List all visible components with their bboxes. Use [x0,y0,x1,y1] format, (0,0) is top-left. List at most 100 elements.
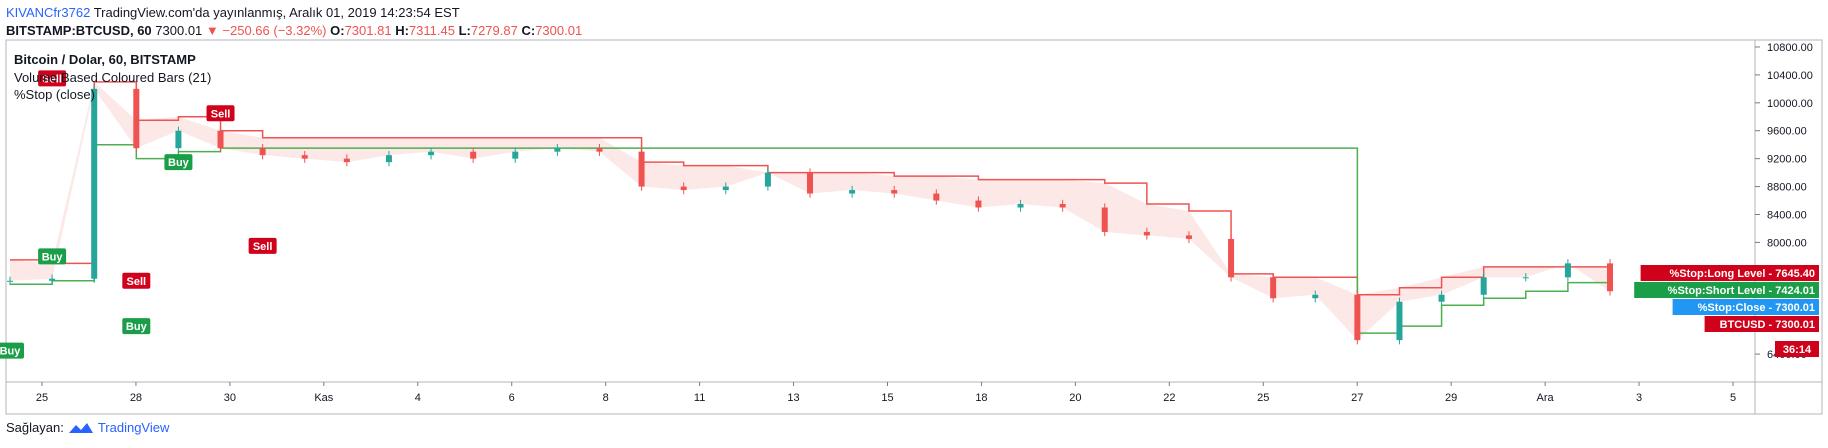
candle-body [1228,238,1235,278]
buy-signal: Buy [0,342,24,359]
candle-body [554,148,561,152]
tradingview-link[interactable]: TradingView [97,420,170,435]
candle-body [807,172,813,194]
last-price: 7300.01 [155,23,203,38]
author-link[interactable]: KIVANCfr3762 [6,5,91,20]
price-change: −250.66 (−3.32%) [222,23,327,38]
candle-body [1101,207,1108,232]
footer-label: Sağlayan: [6,420,64,435]
price-label: %Stop:Long Level - 7645.40 [1640,265,1819,281]
price-label: BTCUSD - 7300.01 [1704,316,1819,332]
buy-signal-box [122,318,151,335]
x-tick-label: 25 [1257,392,1269,404]
y-tick-label: 10800.00 [1767,42,1813,54]
price-label-box [1672,299,1819,315]
x-tick-label: 18 [975,392,987,404]
candle-body [1564,263,1571,278]
candle-body [175,130,182,149]
countdown-text: 36:14 [1783,344,1812,356]
candle-body [1354,294,1361,341]
candle-body [1270,277,1277,299]
candle-body [301,155,308,159]
legend-title: Bitcoin / Dolar, 60, BITSTAMP [14,52,196,67]
candle-body [1312,294,1319,299]
y-tick-label: 9200.00 [1767,154,1807,166]
sell-signal-box [122,272,151,289]
x-tick-label: 11 [694,392,705,404]
price-label-text: %Stop:Short Level - 7424.01 [1668,285,1815,297]
short-level-line [10,143,1611,334]
buy-signal-label: Buy [126,321,148,333]
x-tick-label: Ara [1537,392,1555,404]
candle-body [49,278,56,281]
x-tick-label: 6 [509,392,515,404]
x-tick-label: 30 [224,392,236,404]
candle-body [933,193,940,201]
candle-body [596,148,603,152]
y-tick-label: 8400.00 [1767,209,1807,221]
candle-body [428,151,435,156]
buy-signal: Buy [122,318,151,335]
legend-indicator-vbcb: Volume Based Coloured Bars (21) [14,70,211,85]
close-value: 7300.01 [535,23,583,38]
x-tick-label: 28 [130,392,142,404]
price-label: %Stop:Short Level - 7424.01 [1634,282,1819,298]
sell-signal-label: Sell [42,73,62,85]
open-value: 7301.81 [344,23,392,38]
sell-signal-label: Sell [211,108,231,120]
y-tick-label: 10400.00 [1767,70,1813,82]
x-tick-label: 15 [881,392,893,404]
x-tick-label: 25 [36,392,48,404]
sell-signal: Sell [248,237,277,254]
sell-signal-label: Sell [127,276,147,288]
down-arrow-icon: ▼ [205,23,219,38]
ohlc-bar: BITSTAMP:BTCUSD, 60 7300.01 ▼ −250.66 (−… [6,23,582,38]
candle-body [7,280,13,282]
countdown-label: 36:14 [1775,341,1819,357]
stop-band-fill [10,81,1610,341]
buy-signal-box [164,154,193,171]
sell-signal-box [206,105,235,122]
candle-body [385,155,392,163]
candle-body [1396,301,1403,341]
chart-frame [5,39,1823,415]
buy-signal-box [0,342,24,359]
close-label: C: [521,23,536,38]
candle-body [1522,277,1529,279]
low-value: 7279.87 [470,23,518,38]
price-label: %Stop:Close - 7300.01 [1672,299,1819,315]
price-label-box [1634,282,1819,298]
price-label-text: BTCUSD - 7300.01 [1720,319,1815,331]
buy-signal-label: Buy [168,157,190,169]
countdown-box [1775,341,1819,357]
footer: Sağlayan: TradingView [6,420,169,435]
candle-body [1438,294,1445,302]
publish-info: KIVANCfr3762 TradingView.com'da yayınlan… [6,5,460,20]
sell-signal: Sell [38,70,67,87]
legend-indicator-stop: %Stop (close) [14,87,95,102]
sell-signal: Sell [122,272,151,289]
y-tick-label: 8800.00 [1767,182,1807,194]
candle-body [470,151,477,159]
candle-body [1143,231,1150,236]
candle-body [764,172,771,187]
candle-body [1017,204,1024,208]
published-text: TradingView.com'da yayınlanmış, Aralık 0… [93,5,460,20]
sell-signal-label: Sell [253,241,273,253]
candle-body [849,190,856,194]
price-label-box [1704,316,1819,332]
candle-body [512,151,519,159]
candle-body [638,151,645,187]
buy-signal-label: Buy [42,251,64,263]
buy-signal: Buy [38,248,67,265]
x-tick-label: 3 [1636,392,1642,404]
candle-body [217,130,224,149]
tradingview-logo-icon [68,422,93,433]
sell-signal-box [248,237,277,254]
sell-signal: Sell [206,105,235,122]
candle-body [343,158,350,163]
y-tick-label: 9600.00 [1767,126,1807,138]
high-label: H: [395,23,409,38]
x-tick-label: 13 [787,392,799,404]
